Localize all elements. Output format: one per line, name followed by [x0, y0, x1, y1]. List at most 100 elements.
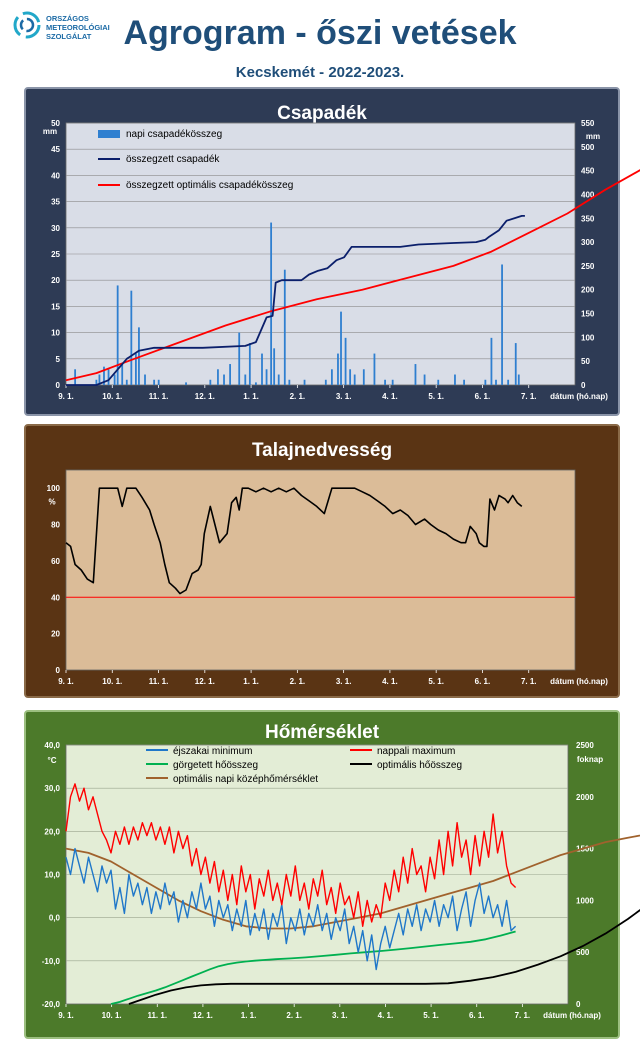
logo-text: ORSZÁGOS METEOROLÓGIAI SZOLGÁLAT — [46, 14, 110, 41]
rain-bar — [288, 379, 291, 385]
rain-bar — [229, 364, 231, 385]
rain-bar — [373, 353, 376, 385]
y-right-tick-label: 500 — [576, 948, 590, 957]
x-axis-label: dátum (hó.nap) — [550, 392, 608, 401]
legend-entry: nappali maximum — [377, 746, 455, 757]
y-left-tick-label: 0 — [56, 381, 61, 390]
y-left-tick-label: 20,0 — [44, 827, 60, 836]
x-tick-label: 2. 1. — [290, 677, 306, 686]
page-title: Agrogram - őszi vetések — [123, 14, 517, 52]
y-right-tick-label: 350 — [581, 214, 595, 223]
rain-bar — [238, 332, 241, 385]
y-left-tick-label: 30 — [51, 224, 60, 233]
x-tick-label: 12. 1. — [195, 392, 215, 401]
x-tick-label: 6. 1. — [475, 392, 491, 401]
y-right-tick-label: 400 — [581, 190, 595, 199]
x-tick-label: 12. 1. — [193, 1011, 213, 1020]
rain-bar — [217, 369, 219, 385]
logo-line: ORSZÁGOS — [46, 14, 89, 23]
x-tick-label: 3. 1. — [336, 677, 352, 686]
rain-bar — [125, 379, 128, 385]
rain-bar — [484, 379, 487, 385]
legend-swatch-bar — [98, 130, 120, 138]
x-tick-label: 4. 1. — [382, 392, 398, 401]
x-tick-label: 10. 1. — [102, 677, 122, 686]
y-right-tick-label: 500 — [581, 143, 595, 152]
x-tick-label: 9. 1. — [58, 1011, 74, 1020]
rain-bar — [362, 369, 365, 385]
y-left-tick-label: 10 — [51, 329, 60, 338]
temp-chart-title: Hőmérséklet — [264, 722, 380, 743]
x-tick-label: 11. 1. — [147, 1011, 167, 1020]
legend-entry: összegzett optimális csapadékösszeg — [126, 180, 293, 191]
logo-line: SZOLGÁLAT — [46, 32, 92, 41]
plot-area — [65, 469, 576, 671]
min-temp-line — [65, 847, 517, 971]
rain-bar — [514, 343, 517, 385]
page-subtitle: Kecskemét - 2022-2023. — [235, 64, 405, 81]
rain-bar — [501, 264, 503, 385]
legend-entry: görgetett hőösszeg — [173, 760, 258, 771]
rain-bar — [437, 379, 440, 385]
rain-bar — [353, 374, 356, 385]
y-tick-label: 20 — [51, 630, 60, 639]
rain-bar — [116, 285, 119, 385]
rain-bar — [223, 374, 225, 385]
x-tick-label: 5. 1. — [428, 392, 444, 401]
x-tick-label: 3. 1. — [332, 1011, 348, 1020]
legend-entry: éjszakai minimum — [173, 746, 252, 757]
rolling-heat-sum-line — [110, 930, 516, 1005]
y-right-tick-label: 150 — [581, 310, 595, 319]
y-left-tick-label: 15 — [51, 302, 60, 311]
rain-bar — [507, 379, 510, 385]
y-left-tick-label: 10,0 — [44, 871, 60, 880]
y-right-tick-label: 1500 — [576, 845, 594, 854]
rain-bar — [265, 369, 268, 385]
rain-bar — [209, 379, 212, 385]
y-right-tick-label: 0 — [581, 381, 586, 390]
x-tick-label: 2. 1. — [290, 392, 306, 401]
y-left-tick-label: 0,0 — [49, 914, 61, 923]
rain-bar — [144, 374, 146, 385]
cumulative-rain-line — [66, 215, 525, 386]
y-left-tick-label: 30,0 — [44, 784, 60, 793]
x-tick-label: 7. 1. — [521, 677, 537, 686]
omsz-logo: ORSZÁGOS METEOROLÓGIAI SZOLGÁLAT — [12, 10, 122, 54]
soil-moisture-line — [65, 487, 523, 595]
rain-bar — [423, 374, 426, 385]
y-tick-label: 100 — [47, 484, 61, 493]
rain-bar — [330, 369, 333, 385]
x-axis-label: dátum (hó.nap) — [550, 677, 608, 686]
y-left-tick-label: 50 — [51, 119, 60, 128]
y-left-tick-label: 5 — [56, 355, 61, 364]
rain-bar — [103, 366, 105, 385]
y-left-tick-label: -20,0 — [42, 1000, 61, 1009]
rain-bar — [340, 311, 342, 385]
optimal-heat-sum-line — [128, 909, 640, 1005]
y-left-tick-label: 40 — [51, 171, 60, 180]
rain-bar — [490, 337, 493, 385]
rain-bar — [454, 374, 456, 385]
y-right-tick-label: 200 — [581, 286, 595, 295]
x-tick-label: 1. 1. — [243, 677, 259, 686]
rain-bar — [270, 222, 273, 385]
y-right-tick-label: 0 — [576, 1000, 581, 1009]
optimal-rain-line — [65, 169, 640, 382]
x-tick-label: 9. 1. — [58, 392, 74, 401]
rain-bar — [113, 374, 116, 385]
y-right-tick-label: 300 — [581, 238, 595, 247]
x-tick-label: 7. 1. — [521, 392, 537, 401]
x-tick-label: 1. 1. — [241, 1011, 257, 1020]
y-right-unit: mm — [586, 132, 600, 141]
legend-entry: optimális napi középhőmérséklet — [173, 774, 318, 785]
y-tick-label: 80 — [51, 521, 60, 530]
y-left-unit: °C — [48, 756, 57, 765]
rain-bar — [463, 379, 465, 385]
y-right-tick-label: 250 — [581, 262, 595, 271]
rain-bar — [495, 379, 497, 385]
rain-bar — [349, 369, 352, 385]
rain-bar — [277, 374, 280, 385]
rain-bar — [153, 379, 156, 385]
rain-bar — [244, 374, 247, 385]
